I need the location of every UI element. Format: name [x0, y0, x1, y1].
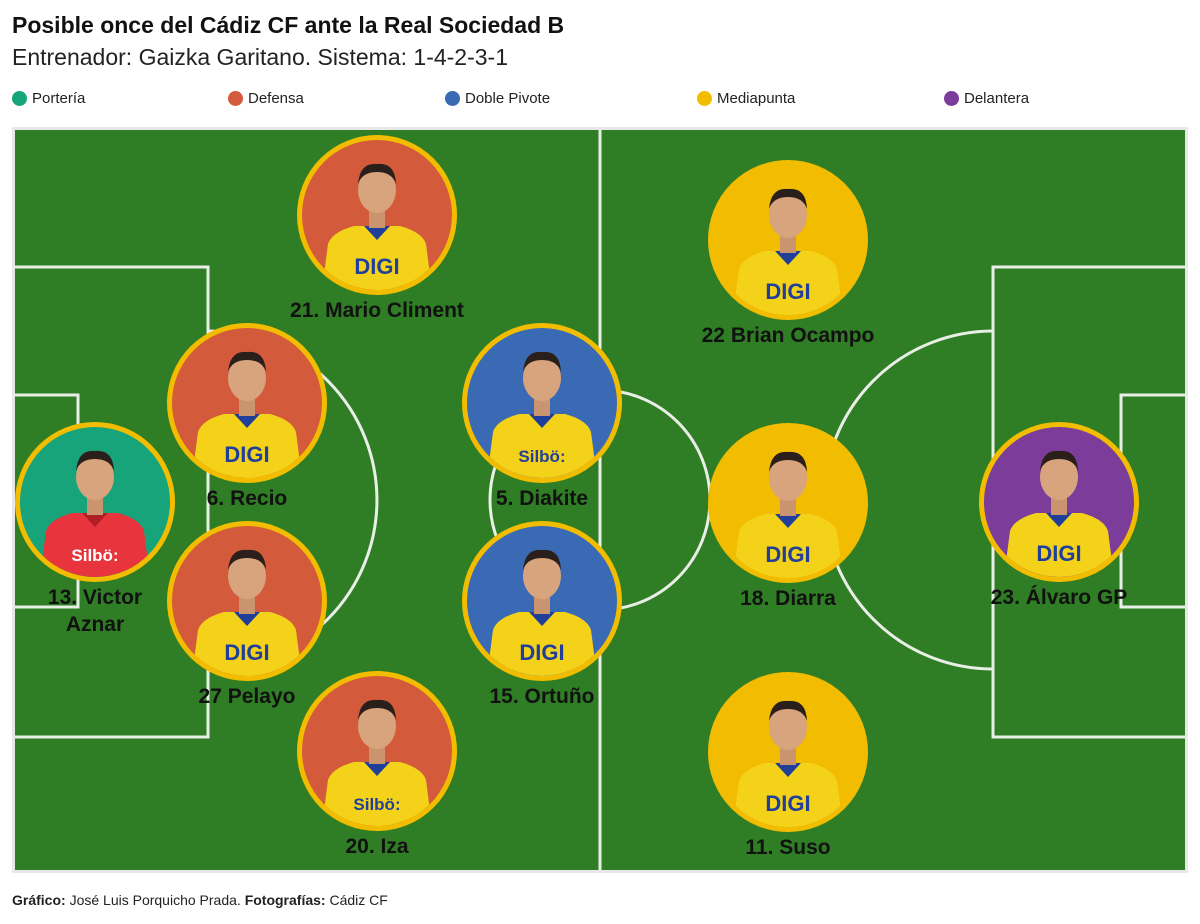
- player-photo: Silbö:: [462, 323, 622, 483]
- chart-title: Posible once del Cádiz CF ante la Real S…: [12, 12, 565, 38]
- svg-text:DIGI: DIGI: [354, 254, 399, 279]
- player-photo: Silbö:: [297, 671, 457, 831]
- legend-dot-mediapunta: [697, 91, 712, 106]
- player-name: 27 Pelayo: [198, 685, 296, 708]
- legend-dot-doble-pivote: [445, 91, 460, 106]
- credits-fotos-value: Cádiz CF: [329, 892, 388, 908]
- player-avatar-icon: Silbö:: [40, 450, 150, 577]
- player-name: 23. Álvaro GP: [990, 586, 1128, 609]
- legend-item-porteria: Portería: [12, 90, 85, 107]
- legend-label-delantera: Delantera: [964, 90, 1030, 107]
- svg-text:DIGI: DIGI: [224, 442, 269, 467]
- credits-fotos-label: Fotografías:: [244, 892, 326, 908]
- player-photo: DIGI: [167, 323, 327, 483]
- svg-text:DIGI: DIGI: [224, 640, 269, 665]
- player-photo: DIGI: [708, 423, 868, 583]
- player-avatar-icon: DIGI: [487, 549, 597, 676]
- svg-text:Silbö:: Silbö:: [518, 447, 565, 466]
- player-name: 13. Victor Aznar: [47, 586, 143, 636]
- player-photo: DIGI: [297, 135, 457, 295]
- credits-grafico-value: José Luis Porquicho Prada.: [69, 892, 241, 908]
- player-avatar-icon: DIGI: [733, 451, 843, 578]
- player-name: 15. Ortuño: [489, 685, 595, 708]
- player-photo: DIGI: [167, 521, 327, 681]
- svg-text:DIGI: DIGI: [1036, 541, 1081, 566]
- legend-label-mediapunta: Mediapunta: [717, 90, 796, 107]
- legend-dot-porteria: [12, 91, 27, 106]
- svg-text:DIGI: DIGI: [765, 791, 810, 816]
- legend-label-porteria: Portería: [32, 90, 86, 107]
- player-avatar-icon: Silbö:: [487, 351, 597, 478]
- player-photo: Silbö:: [15, 422, 175, 582]
- chart-subtitle: Entrenador: Gaizka Garitano. Sistema: 1-…: [12, 44, 509, 70]
- credits-footer: Gráfico: José Luis Porquicho Prada. Foto…: [12, 892, 388, 908]
- left-penalty-area: [15, 265, 210, 739]
- legend-item-delantera: Delantera: [944, 90, 1029, 107]
- player-avatar-icon: DIGI: [733, 188, 843, 315]
- player-name: 11. Suso: [745, 836, 831, 859]
- player-name: 18. Diarra: [740, 587, 836, 610]
- legend-dot-defensa: [228, 91, 243, 106]
- player-name: 20. Iza: [345, 835, 409, 858]
- legend-item-defensa: Defensa: [228, 90, 304, 107]
- player-name: 5. Diakite: [495, 487, 589, 510]
- player-avatar-icon: DIGI: [192, 549, 302, 676]
- player-name: 21. Mario Climent: [290, 299, 464, 322]
- svg-text:Silbö:: Silbö:: [353, 795, 400, 814]
- svg-text:DIGI: DIGI: [765, 542, 810, 567]
- player-avatar-icon: DIGI: [1004, 450, 1114, 577]
- legend-label-defensa: Defensa: [248, 90, 304, 107]
- player-avatar-icon: DIGI: [192, 351, 302, 478]
- legend-label-doble-pivote: Doble Pivote: [465, 90, 551, 107]
- credits-grafico-label: Gráfico:: [12, 892, 66, 908]
- svg-text:DIGI: DIGI: [765, 279, 810, 304]
- player-avatar-icon: DIGI: [322, 163, 432, 290]
- player-name: 22 Brian Ocampo: [701, 324, 875, 347]
- player-photo: DIGI: [708, 160, 868, 320]
- player-name: 6. Recio: [206, 487, 288, 510]
- legend-item-doble-pivote: Doble Pivote: [445, 90, 550, 107]
- svg-text:Silbö:: Silbö:: [71, 546, 118, 565]
- legend-dot-delantera: [944, 91, 959, 106]
- legend: Portería Defensa Doble Pivote Mediapunta…: [0, 90, 1200, 112]
- svg-text:DIGI: DIGI: [519, 640, 564, 665]
- player-photo: DIGI: [708, 672, 868, 832]
- legend-item-mediapunta: Mediapunta: [697, 90, 795, 107]
- player-avatar-icon: DIGI: [733, 700, 843, 827]
- player-avatar-icon: Silbö:: [322, 699, 432, 826]
- player-photo: DIGI: [462, 521, 622, 681]
- player-photo: DIGI: [979, 422, 1139, 582]
